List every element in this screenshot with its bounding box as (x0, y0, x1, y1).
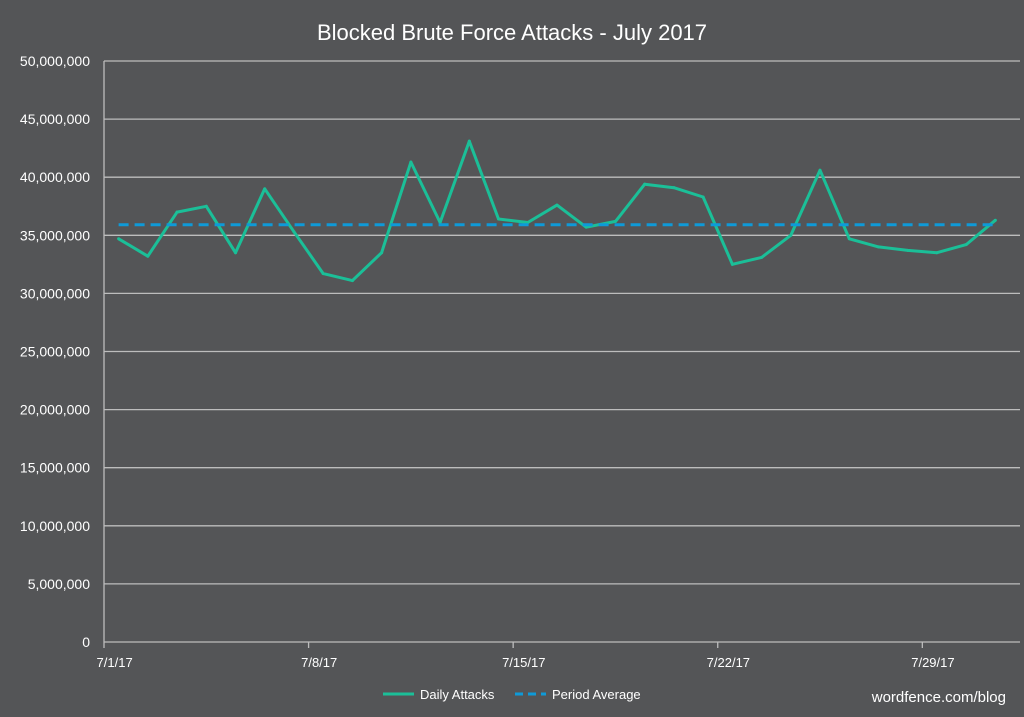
data-point (964, 243, 968, 247)
chart-title: Blocked Brute Force Attacks - July 2017 (317, 20, 707, 45)
legend-label-period-average: Period Average (552, 687, 641, 702)
legend-label-daily-attacks: Daily Attacks (420, 687, 495, 702)
legend: Daily Attacks Period Average (383, 687, 641, 702)
data-point (555, 203, 559, 207)
data-point (935, 251, 939, 255)
data-point (906, 248, 910, 252)
y-tick-label: 10,000,000 (20, 518, 90, 534)
y-tick-label: 30,000,000 (20, 285, 90, 301)
data-point (234, 251, 238, 255)
y-tick-label: 5,000,000 (28, 576, 90, 592)
data-point (730, 262, 734, 266)
data-point (818, 168, 822, 172)
y-tick-label: 35,000,000 (20, 227, 90, 243)
y-tick-label: 0 (82, 634, 90, 650)
data-point (701, 195, 705, 199)
data-point (760, 255, 764, 259)
y-tick-label: 15,000,000 (20, 460, 90, 476)
data-point (350, 279, 354, 283)
data-point (204, 204, 208, 208)
data-point (292, 230, 296, 234)
data-point (613, 219, 617, 223)
data-point (380, 251, 384, 255)
data-point (847, 237, 851, 241)
data-point (993, 218, 997, 222)
x-tick-label: 7/22/17 (707, 655, 750, 670)
y-tick-label: 45,000,000 (20, 111, 90, 127)
data-point (321, 272, 325, 276)
y-tick-label: 50,000,000 (20, 53, 90, 69)
data-point (175, 210, 179, 214)
y-tick-label: 40,000,000 (20, 169, 90, 185)
data-point (117, 237, 121, 241)
data-point (467, 139, 471, 143)
y-tick-label: 20,000,000 (20, 402, 90, 418)
data-point (263, 187, 267, 191)
data-point (876, 245, 880, 249)
y-tick-label: 25,000,000 (20, 344, 90, 360)
data-point (526, 221, 530, 225)
x-tick-label: 7/15/17 (502, 655, 545, 670)
data-point (438, 221, 442, 225)
data-point (672, 186, 676, 190)
data-point (643, 182, 647, 186)
data-point (146, 254, 150, 258)
watermark: wordfence.com/blog (871, 689, 1006, 706)
data-point (584, 225, 588, 229)
x-tick-label: 7/1/17 (97, 655, 133, 670)
data-point (497, 217, 501, 221)
data-point (789, 233, 793, 237)
x-tick-label: 7/8/17 (301, 655, 337, 670)
x-tick-label: 7/29/17 (911, 655, 954, 670)
data-point (409, 160, 413, 164)
